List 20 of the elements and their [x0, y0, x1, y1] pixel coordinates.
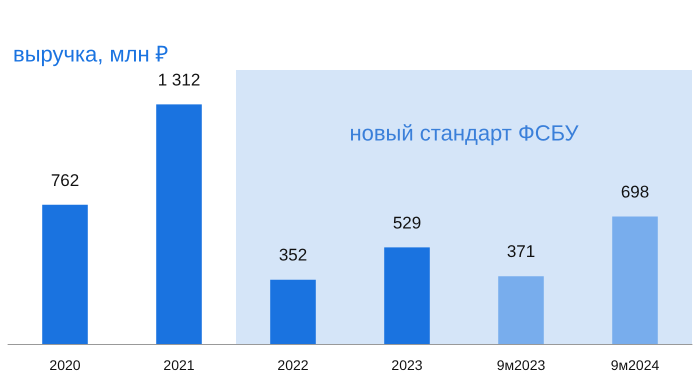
x-tick-label: 2020 [49, 357, 81, 373]
data-label: 698 [620, 182, 650, 202]
band-label: новый стандарт ФСБУ [349, 120, 580, 146]
x-tick-label: 2022 [277, 357, 309, 373]
data-label: 1 312 [158, 70, 200, 90]
bar [156, 104, 202, 344]
bar [612, 216, 658, 344]
bar [42, 204, 88, 344]
data-label: 352 [278, 246, 308, 265]
data-label: 371 [506, 242, 536, 262]
x-tick-label: 2023 [391, 357, 423, 373]
x-tick-label: 2021 [163, 357, 195, 373]
x-tick-label: 9м2024 [610, 357, 660, 373]
data-label: 762 [50, 170, 80, 190]
bar [384, 247, 430, 344]
data-label: 529 [392, 213, 422, 232]
x-tick-label: 9м2023 [496, 357, 546, 373]
bar [498, 276, 544, 344]
bar [270, 280, 316, 344]
chart-title: выручка, млн ₽ [13, 42, 169, 66]
